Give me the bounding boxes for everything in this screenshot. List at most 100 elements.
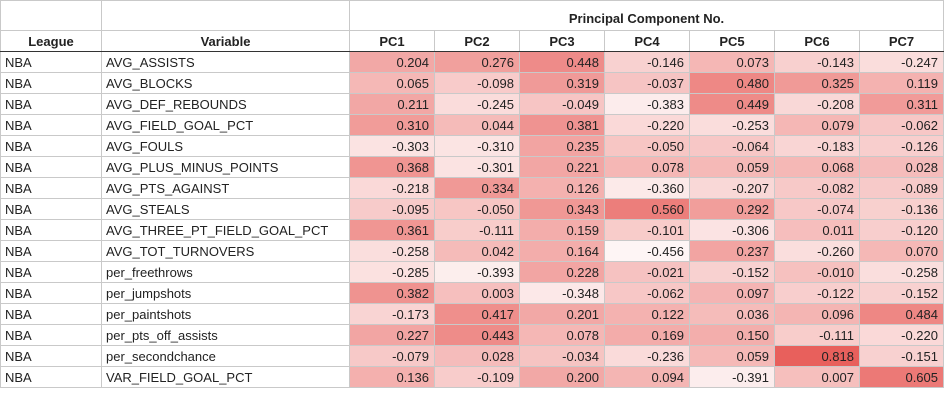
loading-cell-pc3: 0.078 (519, 324, 605, 346)
table-body: NBA AVG_ASSISTS 0.204 0.276 0.448 -0.146 0.073… (0, 51, 944, 388)
loading-cell-pc7: 0.070 (858, 240, 944, 262)
loading-cell-pc3: 0.126 (519, 177, 605, 199)
variable-cell: per_secondchance (101, 345, 350, 367)
loading-cell-pc7: -0.220 (858, 324, 944, 346)
loading-cell-pc5: -0.152 (689, 261, 775, 283)
loading-cell-pc6: -0.111 (774, 324, 860, 346)
table-row: NBA AVG_DEF_REBOUNDS 0.211 -0.245 -0.049 -0.3… (0, 93, 944, 115)
loading-cell-pc1: -0.095 (349, 198, 435, 220)
loading-cell-pc2: -0.050 (434, 198, 520, 220)
variable-cell: AVG_PLUS_MINUS_POINTS (101, 156, 350, 178)
loading-cell-pc6: 0.325 (774, 72, 860, 94)
league-cell: NBA (0, 156, 102, 178)
loading-cell-pc3: 0.159 (519, 219, 605, 241)
loading-cell-pc4: 0.169 (604, 324, 690, 346)
loading-cell-pc3: 0.221 (519, 156, 605, 178)
loading-cell-pc1: 0.136 (349, 366, 435, 388)
loading-cell-pc7: 0.484 (858, 303, 944, 325)
loading-cell-pc6: -0.183 (774, 135, 860, 157)
loading-cell-pc5: -0.207 (689, 177, 775, 199)
table-row: NBA AVG_PTS_AGAINST -0.218 0.334 0.126 -0.360… (0, 177, 944, 199)
loading-cell-pc1: -0.173 (349, 303, 435, 325)
loading-cell-pc7: -0.247 (858, 51, 944, 73)
table-row: NBA per_freethrows -0.285 -0.393 0.228 -0.021… (0, 261, 944, 283)
loading-cell-pc7: 0.311 (858, 93, 944, 115)
league-cell: NBA (0, 72, 102, 94)
loading-cell-pc7: 0.119 (858, 72, 944, 94)
table-row: NBA AVG_ASSISTS 0.204 0.276 0.448 -0.146 0.073… (0, 51, 944, 73)
loading-cell-pc2: 0.334 (434, 177, 520, 199)
league-cell: NBA (0, 303, 102, 325)
loading-cell-pc5: -0.253 (689, 114, 775, 136)
loading-cell-pc5: 0.150 (689, 324, 775, 346)
blank-corner-variable (101, 0, 350, 31)
loading-cell-pc3: -0.034 (519, 345, 605, 367)
loading-cell-pc3: 0.200 (519, 366, 605, 388)
table-row: NBA per_jumpshots 0.382 0.003 -0.348 -0.062 0.… (0, 282, 944, 304)
loading-cell-pc6: 0.079 (774, 114, 860, 136)
loading-cell-pc5: -0.064 (689, 135, 775, 157)
loading-cell-pc1: -0.285 (349, 261, 435, 283)
loading-cell-pc5: 0.292 (689, 198, 775, 220)
column-header-row: League Variable PC1 PC2 PC3 PC4 PC5 PC6 PC7 (0, 30, 944, 52)
league-cell: NBA (0, 345, 102, 367)
variable-cell: AVG_STEALS (101, 198, 350, 220)
loading-cell-pc6: 0.818 (774, 345, 860, 367)
league-cell: NBA (0, 93, 102, 115)
loading-cell-pc2: -0.111 (434, 219, 520, 241)
table-row: NBA AVG_STEALS -0.095 -0.050 0.343 0.560 0.292… (0, 198, 944, 220)
loading-cell-pc5: -0.391 (689, 366, 775, 388)
group-header-row: Principal Component No. (0, 0, 944, 31)
league-cell: NBA (0, 366, 102, 388)
variable-cell: per_jumpshots (101, 282, 350, 304)
loading-cell-pc2: 0.417 (434, 303, 520, 325)
loading-cell-pc5: 0.059 (689, 345, 775, 367)
loading-cell-pc1: -0.218 (349, 177, 435, 199)
variable-cell: per_paintshots (101, 303, 350, 325)
loading-cell-pc2: 0.044 (434, 114, 520, 136)
loading-cell-pc4: -0.456 (604, 240, 690, 262)
loading-cell-pc1: -0.079 (349, 345, 435, 367)
pc-header-6: PC6 (774, 30, 860, 52)
loading-cell-pc7: -0.258 (858, 261, 944, 283)
loading-cell-pc6: -0.260 (774, 240, 860, 262)
loading-cell-pc1: 0.382 (349, 282, 435, 304)
loading-cell-pc7: -0.151 (858, 345, 944, 367)
loading-cell-pc6: 0.096 (774, 303, 860, 325)
loading-cell-pc6: 0.011 (774, 219, 860, 241)
loading-cell-pc3: 0.319 (519, 72, 605, 94)
loading-cell-pc4: 0.094 (604, 366, 690, 388)
loading-cell-pc5: 0.480 (689, 72, 775, 94)
loading-cell-pc2: -0.393 (434, 261, 520, 283)
variable-cell: AVG_BLOCKS (101, 72, 350, 94)
loading-cell-pc4: -0.236 (604, 345, 690, 367)
league-cell: NBA (0, 135, 102, 157)
loading-cell-pc1: 0.065 (349, 72, 435, 94)
loading-cell-pc1: 0.361 (349, 219, 435, 241)
variable-cell: VAR_FIELD_GOAL_PCT (101, 366, 350, 388)
variable-cell: AVG_FIELD_GOAL_PCT (101, 114, 350, 136)
loading-cell-pc4: -0.220 (604, 114, 690, 136)
loading-cell-pc2: 0.276 (434, 51, 520, 73)
loading-cell-pc4: 0.560 (604, 198, 690, 220)
loading-cell-pc6: 0.007 (774, 366, 860, 388)
league-cell: NBA (0, 240, 102, 262)
loading-cell-pc3: 0.164 (519, 240, 605, 262)
table-row: NBA AVG_TOT_TURNOVERS -0.258 0.042 0.164 -0.4… (0, 240, 944, 262)
loading-cell-pc6: -0.122 (774, 282, 860, 304)
league-cell: NBA (0, 51, 102, 73)
loading-cell-pc6: -0.082 (774, 177, 860, 199)
league-cell: NBA (0, 114, 102, 136)
loading-cell-pc3: 0.235 (519, 135, 605, 157)
loading-cell-pc4: -0.062 (604, 282, 690, 304)
table-row: NBA per_paintshots -0.173 0.417 0.201 0.122 0.… (0, 303, 944, 325)
loading-cell-pc6: -0.074 (774, 198, 860, 220)
loading-cell-pc4: -0.021 (604, 261, 690, 283)
variable-cell: per_freethrows (101, 261, 350, 283)
loading-cell-pc5: 0.449 (689, 93, 775, 115)
loading-cell-pc3: -0.049 (519, 93, 605, 115)
league-cell: NBA (0, 261, 102, 283)
loading-cell-pc1: 0.310 (349, 114, 435, 136)
loading-cell-pc1: -0.303 (349, 135, 435, 157)
loading-cell-pc6: 0.068 (774, 156, 860, 178)
